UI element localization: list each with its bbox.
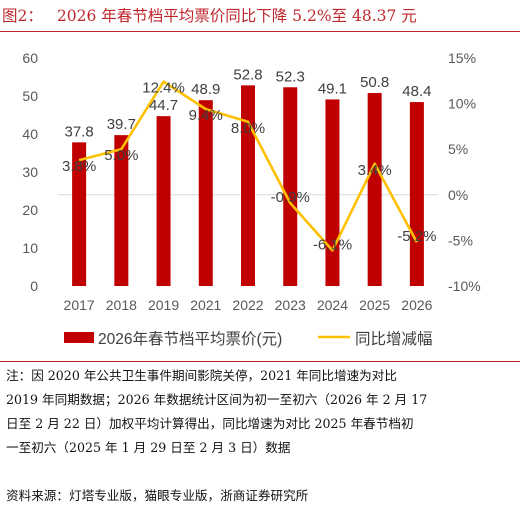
line-data-label: -5.2% [397,228,436,245]
line-data-labels: 3.8% 5.0% 12.4%9.4% 8.0% -0.9% -6.1% 3.4% -5.2% [62,80,436,254]
line-data-label: 12.4% [142,80,185,97]
left-axis-tick-label: 40 [22,126,38,142]
right-axis-tick-label: 10% [448,96,476,112]
left-y-axis: 0 10 20 30 40 50 60 [22,50,38,294]
bar [114,135,129,286]
bar [198,100,213,287]
left-axis-tick-label: 60 [22,50,38,66]
legend-swatch-bar [64,332,94,343]
bar [409,102,424,286]
line-data-label: 9.4% [189,107,223,124]
x-axis-tick-label: 2025 [359,297,390,313]
left-axis-tick-label: 50 [22,88,38,104]
chart-bottom-divider [0,361,520,362]
x-axis-tick-label: 2026 [401,297,432,313]
legend-label-line: 同比增减幅 [355,330,433,348]
bar [325,99,340,286]
line-data-label: 5.0% [104,147,138,164]
bar-data-label: 52.8 [233,66,262,83]
bar-data-label: 49.1 [318,80,347,97]
left-axis-tick-label: 30 [22,164,38,180]
bar [241,85,255,286]
note-line: 一至初六（2025 年 1 月 29 日至 2 月 3 日）数据 [6,440,291,455]
note-line: 注：因 2020 年公共卫生事件期间影院关停，2021 年同比增速为对比 [6,368,397,383]
x-axis-labels: 2017 2018 2019 2021 2022 2023 2024 2025 2026 [64,297,433,313]
x-axis-tick-label: 2019 [148,297,179,313]
figure-label: 图2： [2,7,43,25]
right-axis-tick-label: -5% [448,232,473,248]
right-axis-tick-label: 0% [448,187,468,203]
bar-data-label: 44.7 [149,97,178,114]
note-line: 2019 年同期数据；2026 年数据统计区间为初一至初六（2026 年 2 月… [6,392,428,407]
bar [156,116,171,286]
chart-note: 注：因 2020 年公共卫生事件期间影院关停，2021 年同比增速为对比 201… [6,364,516,460]
right-axis-tick-label: 5% [448,141,468,157]
line-data-label: 8.0% [231,120,265,137]
line-data-label: -0.9% [271,189,310,206]
legend-label-bar: 2026年春节档平均票价(元) [98,330,282,348]
bar-data-label: 50.8 [360,74,389,91]
left-axis-tick-label: 10 [22,240,38,256]
line-data-label: 3.8% [62,158,96,175]
bar-data-label: 39.7 [107,116,136,133]
bar [367,92,382,287]
figure-title-text: 2026 年春节档平均票价同比下降 5.2%至 48.37 元 [56,7,417,25]
right-y-axis: -10% -5% 0% 5% 10% 15% [448,50,481,294]
chart-source: 资料来源：灯塔专业版，猫眼专业版，浙商证券研究所 [6,488,309,503]
line-series [78,80,419,252]
bar-data-label: 48.9 [191,81,220,98]
x-axis-tick-label: 2023 [275,297,306,313]
line-data-label: -6.1% [313,236,352,253]
bar-data-label: 48.4 [402,83,431,100]
bar [283,87,298,286]
left-axis-tick-label: 0 [30,278,38,294]
x-axis-tick-label: 2022 [232,297,263,313]
figure-title: 图2： 2026 年春节档平均票价同比下降 5.2%至 48.37 元 [0,2,520,30]
bar [72,142,87,286]
right-axis-tick-label: 15% [448,50,476,66]
chart-legend: 2026年春节档平均票价(元) 同比增减幅 [64,330,433,348]
bar-data-labels: 37.8 39.7 44.7 48.9 52.8 52.3 49.1 50.8 48.4 [65,66,432,140]
line-path [78,80,419,252]
x-axis-tick-label: 2018 [106,297,137,313]
bar-series [72,85,424,287]
left-axis-tick-label: 20 [22,202,38,218]
right-axis-tick-label: -10% [448,278,481,294]
line-data-label: 3.4% [358,162,392,179]
x-axis-tick-label: 2024 [317,297,348,313]
bar-data-label: 52.3 [276,68,305,85]
combo-chart: 0 10 20 30 40 50 60 -10% -5% 0% 5% 10% 15% 37.8 39.7… [22,50,481,348]
note-line: 日至 2 月 22 日）加权平均计算得出，同比增速为对比 2025 年春节档初 [6,416,414,431]
x-axis-tick-label: 2021 [190,297,221,313]
x-axis-tick-label: 2017 [64,297,95,313]
title-divider [0,31,520,32]
bar-data-label: 37.8 [65,123,94,140]
